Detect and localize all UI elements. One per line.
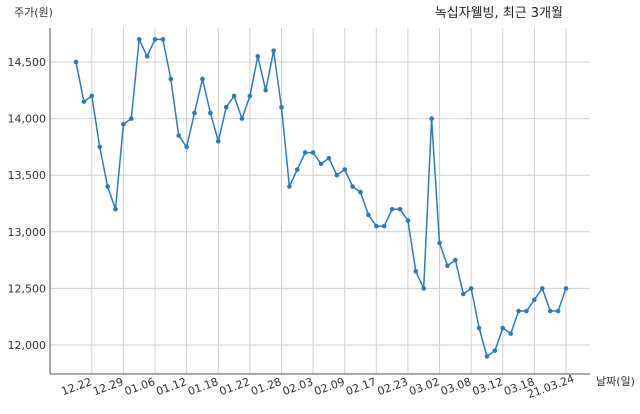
data-point: [247, 93, 253, 99]
data-point: [294, 167, 300, 172]
data-point: [374, 223, 379, 229]
x-tick-label: 01.12: [154, 375, 188, 398]
x-tick-label: 02.09: [312, 375, 346, 398]
data-point: [97, 144, 103, 150]
y-tick-label: 14,500: [8, 56, 47, 69]
data-point: [318, 161, 324, 167]
data-point: [168, 76, 174, 82]
series-group: [73, 37, 569, 359]
data-point: [144, 54, 150, 59]
data-point: [136, 37, 142, 42]
data-point: [350, 184, 355, 189]
data-point: [310, 150, 316, 155]
x-tick-label: 12.29: [91, 375, 125, 398]
x-tick-label: 03.12: [471, 375, 505, 398]
data-point: [113, 206, 118, 212]
data-point: [326, 155, 332, 161]
data-point: [231, 93, 237, 99]
series-line: [75, 38, 567, 358]
chart-title: 녹십자웰빙, 최근 3개월: [435, 6, 563, 21]
data-point: [563, 286, 569, 291]
data-point: [500, 325, 506, 331]
data-point: [460, 291, 466, 297]
y-tick-label: 13,000: [8, 226, 47, 239]
data-point: [287, 184, 292, 189]
y-axis-title: 주가(원): [14, 6, 53, 19]
axes: [49, 28, 590, 375]
data-point: [184, 144, 189, 150]
data-point: [239, 116, 245, 121]
x-axis-title: 날짜(일): [596, 374, 635, 388]
data-point: [555, 308, 561, 314]
data-point: [389, 206, 395, 212]
data-point: [176, 133, 182, 138]
data-point: [223, 104, 229, 110]
x-tick-label: 01.22: [218, 375, 252, 398]
x-tick-label: 01.28: [249, 375, 283, 398]
data-point: [160, 37, 166, 42]
x-tick-label: 21.03.24: [526, 372, 576, 401]
data-point: [453, 257, 458, 263]
data-point: [366, 212, 371, 218]
data-point: [508, 331, 513, 336]
x-tick-label: 02.03: [281, 375, 315, 398]
y-tick-label: 13,500: [8, 169, 47, 182]
data-point: [516, 308, 521, 314]
data-point: [429, 116, 434, 121]
grid-lines: [50, 28, 590, 374]
data-point: [215, 138, 221, 144]
data-point: [413, 269, 419, 274]
data-point: [547, 308, 553, 314]
data-point: [468, 286, 474, 291]
y-tick-label: 12,500: [8, 282, 47, 295]
data-point: [421, 286, 427, 291]
data-point: [334, 172, 340, 178]
data-point: [302, 150, 308, 155]
data-point: [445, 263, 450, 269]
data-point: [476, 325, 482, 331]
data-point: [437, 240, 442, 246]
data-point: [89, 93, 95, 99]
data-point: [152, 37, 158, 42]
data-point: [200, 76, 205, 82]
y-tick-label: 14,000: [8, 113, 47, 126]
data-point: [263, 88, 268, 93]
data-point: [342, 167, 348, 172]
data-point: [81, 99, 87, 104]
data-point: [524, 308, 529, 314]
data-point: [405, 218, 411, 223]
data-point: [105, 184, 110, 189]
data-point: [484, 354, 490, 359]
data-point: [492, 348, 498, 353]
x-tick-label: 03.08: [439, 375, 473, 398]
data-point: [192, 110, 197, 116]
x-tick-label: 12.22: [60, 375, 94, 398]
data-point: [73, 59, 79, 65]
data-point: [397, 206, 403, 212]
data-point: [539, 286, 545, 291]
data-point: [381, 223, 387, 229]
data-point: [121, 121, 126, 127]
data-point: [208, 110, 213, 116]
data-point: [358, 189, 363, 195]
y-tick-labels: 12,000 12,500 13,000 13,500 14,000 14,500: [8, 56, 47, 352]
data-point: [532, 297, 537, 303]
data-point: [279, 104, 284, 110]
data-point: [271, 48, 276, 53]
x-tick-labels: 12.2212.2901.0601.1201.1801.2201.2802.03…: [60, 372, 576, 401]
x-tick-label: 01.06: [123, 375, 157, 398]
x-tick-label: 02.17: [344, 375, 378, 398]
y-tick-label: 12,000: [8, 339, 47, 352]
x-tick-label: 03.02: [407, 375, 441, 398]
x-tick-label: 01.18: [186, 375, 220, 398]
x-tick-label: 02.23: [376, 375, 410, 398]
data-point: [255, 54, 261, 59]
data-point: [129, 116, 134, 121]
